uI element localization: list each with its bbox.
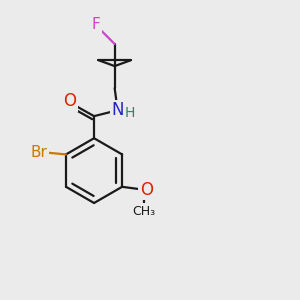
Text: Br: Br xyxy=(30,145,47,160)
Text: O: O xyxy=(63,92,76,110)
Text: N: N xyxy=(111,101,124,119)
Text: H: H xyxy=(125,106,135,120)
Text: CH₃: CH₃ xyxy=(133,205,156,218)
Text: F: F xyxy=(92,17,100,32)
Text: O: O xyxy=(140,181,153,199)
